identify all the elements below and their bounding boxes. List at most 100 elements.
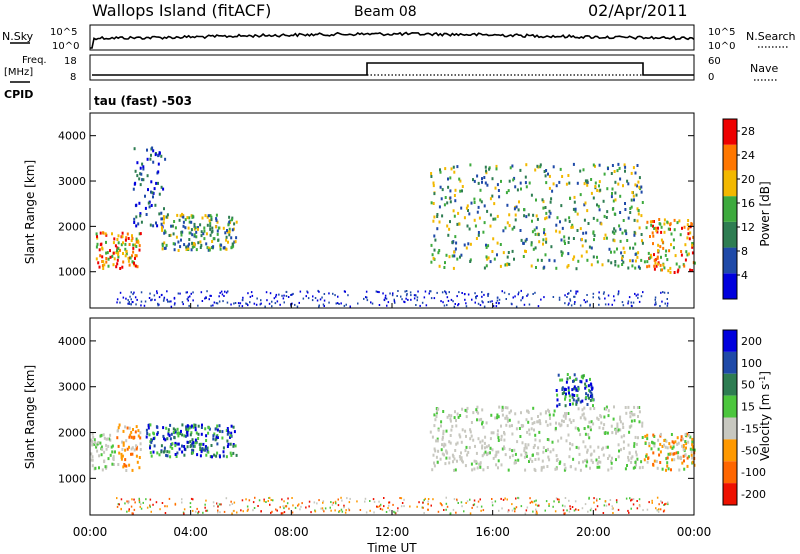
velocity-cell: [313, 501, 316, 504]
velocity-cell: [575, 402, 578, 406]
power-cell: [163, 217, 165, 221]
power-cell: [446, 224, 449, 228]
power-cell: [492, 217, 495, 221]
power-cell: [438, 264, 441, 268]
power-cell: [205, 296, 207, 299]
power-cell: [560, 253, 563, 257]
power-cell: [572, 237, 575, 240]
power-cell: [116, 238, 119, 241]
power-cell: [149, 292, 151, 295]
power-cell: [121, 231, 124, 235]
velocity-cell: [321, 507, 324, 510]
power-cell: [571, 225, 574, 229]
power-cell: [553, 259, 556, 263]
velocity-cell: [532, 453, 534, 457]
velocity-cell: [602, 426, 605, 430]
velocity-cell: [633, 419, 636, 423]
power-cell: [568, 220, 571, 223]
velocity-cell: [169, 455, 172, 459]
velocity-cell: [135, 447, 138, 451]
velocity-cell: [187, 428, 190, 432]
velocity-cell: [247, 508, 249, 511]
velocity-cell: [561, 386, 564, 390]
velocity-cell: [574, 378, 577, 381]
power-cell: [558, 230, 561, 234]
velocity-cell: [481, 446, 484, 450]
power-cell: [406, 292, 408, 295]
velocity-cell: [561, 392, 564, 396]
power-cell: [371, 302, 374, 305]
velocity-cell: [586, 460, 589, 464]
power-cell: [119, 248, 121, 252]
velocity-cell: [168, 434, 171, 438]
velocity-cell: [509, 455, 511, 459]
power-cell: [638, 185, 641, 189]
velocity-cell: [299, 508, 301, 511]
velocity-cell: [124, 464, 126, 468]
velocity-cell: [377, 505, 379, 508]
velocity-cell: [490, 431, 493, 435]
power-cell: [220, 290, 223, 293]
power-cell: [163, 296, 166, 299]
power-cell: [611, 230, 614, 234]
velocity-cell: [216, 424, 219, 428]
power-cell: [299, 290, 302, 293]
power-cell: [452, 209, 455, 213]
power-cell: [447, 233, 450, 237]
velocity-cell: [633, 442, 636, 446]
velocity-colorbar-tick-label: 100: [741, 357, 762, 370]
velocity-cell: [282, 505, 284, 508]
power-cell: [115, 265, 118, 269]
velocity-cell: [525, 418, 528, 422]
velocity-cell: [455, 442, 458, 446]
velocity-cell: [440, 503, 442, 506]
velocity-cell: [131, 498, 133, 501]
power-cell: [605, 216, 608, 219]
velocity-cell: [557, 373, 560, 377]
power-cell: [592, 231, 595, 235]
velocity-cell: [138, 456, 141, 459]
velocity-cell: [343, 504, 345, 507]
power-cell: [186, 216, 189, 220]
velocity-cell: [422, 501, 424, 504]
power-cell: [314, 297, 317, 299]
power-cell: [570, 225, 573, 229]
velocity-cell: [165, 453, 168, 457]
velocity-cell: [379, 503, 382, 506]
velocity-cell: [625, 497, 628, 500]
velocity-cell: [427, 498, 430, 500]
velocity-cell: [427, 500, 429, 503]
power-cell: [489, 213, 492, 217]
velocity-cell: [579, 433, 582, 437]
velocity-colorbar-swatches: [722, 329, 738, 506]
velocity-cell: [245, 498, 247, 501]
velocity-cell: [197, 424, 200, 428]
velocity-cell: [489, 446, 492, 450]
power-cell: [465, 305, 468, 308]
power-cell: [630, 171, 633, 175]
velocity-cell: [563, 387, 566, 391]
power-cell: [95, 232, 98, 236]
velocity-cell: [190, 424, 193, 428]
velocity-cell: [124, 448, 127, 452]
power-cell: [384, 296, 387, 299]
velocity-cell: [281, 498, 283, 501]
power-cell: [525, 250, 527, 253]
power-cell: [161, 228, 164, 232]
velocity-cell: [491, 501, 494, 504]
power-cell: [187, 226, 190, 230]
velocity-cell: [526, 506, 529, 509]
power-cell: [606, 187, 609, 191]
power-cell: [202, 232, 205, 236]
power-cell: [663, 266, 666, 270]
power-cell: [230, 236, 233, 240]
velocity-cell: [641, 421, 644, 425]
velocity-cell: [554, 510, 557, 513]
velocity-cell: [622, 426, 625, 429]
power-cell: [233, 302, 235, 305]
power-cell: [230, 246, 233, 250]
velocity-cell: [482, 425, 485, 429]
power-cell: [566, 265, 569, 269]
velocity-cell: [606, 445, 609, 449]
power-cell: [610, 195, 613, 199]
